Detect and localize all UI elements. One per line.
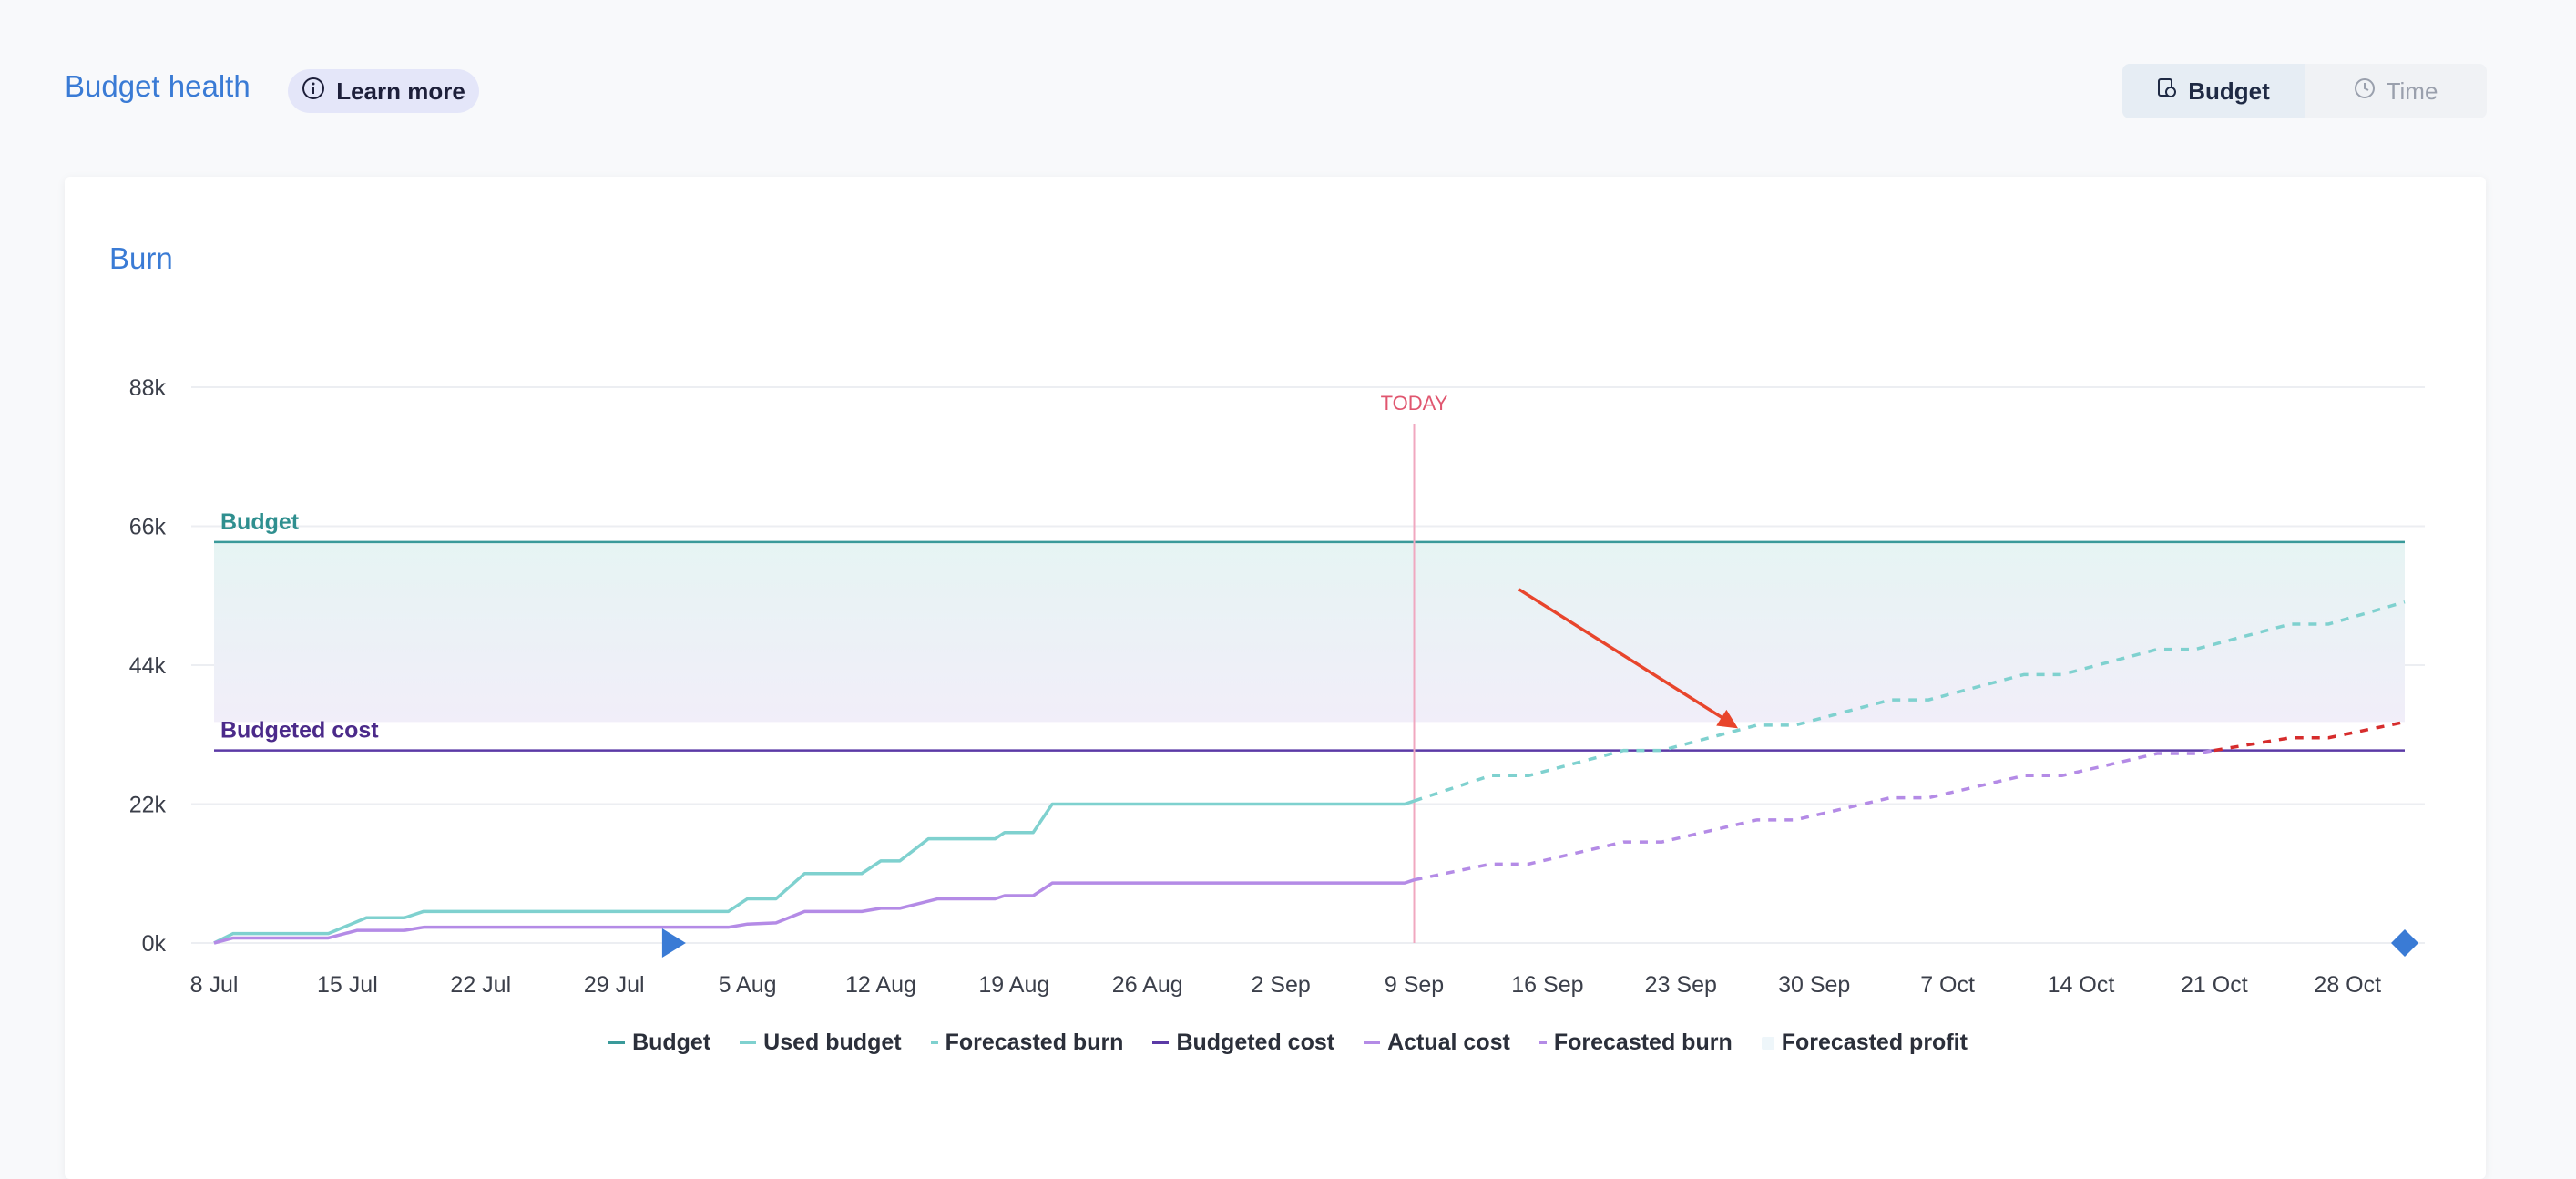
- x-tick-label: 19 Aug: [978, 972, 1049, 998]
- legend-swatch: [740, 1041, 757, 1044]
- x-tick-label: 7 Oct: [1920, 972, 1975, 998]
- clock-icon: [2354, 77, 2376, 106]
- x-tick-label: 9 Sep: [1385, 972, 1444, 998]
- x-tick-label: 5 Aug: [719, 972, 777, 998]
- legend-label: Forecasted burn: [945, 1030, 1124, 1055]
- budget-tab-label: Budget: [2188, 77, 2270, 105]
- page-title: Budget health: [65, 69, 250, 103]
- burn-title: Burn: [109, 241, 173, 275]
- end-marker: [2391, 929, 2418, 957]
- x-tick-label: 8 Jul: [190, 972, 239, 998]
- forecasted-burn-line: [1414, 748, 2215, 882]
- legend-item[interactable]: Budget: [608, 1030, 710, 1056]
- x-tick-label: 26 Aug: [1112, 972, 1183, 998]
- y-tick-label: 66k: [129, 515, 167, 540]
- learn-more-label: Learn more: [336, 77, 465, 105]
- legend-swatch: [930, 1041, 938, 1044]
- legend-item[interactable]: Forecasted burn: [930, 1030, 1124, 1056]
- y-tick-label: 88k: [129, 375, 167, 401]
- legend-item[interactable]: Forecasted profit: [1761, 1030, 1968, 1056]
- x-tick-label: 14 Oct: [2048, 972, 2115, 998]
- y-tick-label: 0k: [142, 931, 167, 957]
- legend-item[interactable]: Used budget: [740, 1030, 902, 1056]
- today-label: TODAY: [1381, 392, 1448, 415]
- y-tick-label: 44k: [129, 653, 167, 679]
- legend-item[interactable]: Forecasted burn: [1538, 1030, 1733, 1056]
- legend-swatch: [1152, 1041, 1170, 1044]
- budget-label: Budget: [220, 509, 300, 535]
- x-tick-label: 23 Sep: [1645, 972, 1717, 998]
- budget-time-toggle: Budget Time: [2122, 64, 2487, 118]
- x-tick-label: 29 Jul: [584, 972, 645, 998]
- legend-label: Forecasted profit: [1781, 1030, 1968, 1055]
- time-tab[interactable]: Time: [2305, 64, 2487, 118]
- x-tick-label: 30 Sep: [1778, 972, 1850, 998]
- legend-label: Used budget: [763, 1030, 902, 1055]
- x-tick-label: 16 Sep: [1511, 972, 1583, 998]
- legend-label: Forecasted burn: [1553, 1030, 1733, 1055]
- forecasted-profit-band: [214, 541, 2405, 723]
- forecasted-burn-line: [1413, 600, 2406, 803]
- legend-item[interactable]: Actual cost: [1364, 1030, 1510, 1056]
- x-tick-label: 2 Sep: [1251, 972, 1310, 998]
- actual-cost-line: [213, 878, 1416, 945]
- over-budget-forecast-line: [2213, 720, 2406, 753]
- x-tick-label: 22 Jul: [450, 972, 511, 998]
- legend-swatch: [1538, 1041, 1547, 1044]
- start-marker: [661, 928, 686, 958]
- budget-tab[interactable]: Budget: [2122, 64, 2305, 118]
- legend-item[interactable]: Budgeted cost: [1152, 1030, 1334, 1056]
- info-icon: [302, 77, 325, 107]
- x-tick-label: 21 Oct: [2181, 972, 2248, 998]
- y-tick-label: 22k: [129, 793, 167, 818]
- annotation-arrowhead: [1716, 709, 1739, 729]
- legend-label: Budget: [632, 1030, 711, 1055]
- chart-legend: Budget Used budget Forecasted burn Budgeted…: [0, 1030, 2576, 1056]
- burn-chart: 0k 22k 44k 66k 88k 8 Jul 15 Jul 22 Jul 29 Jul 5 A…: [129, 375, 2425, 998]
- x-tick-label: 12 Aug: [845, 972, 916, 998]
- time-tab-label: Time: [2386, 77, 2438, 105]
- legend-swatch: [1364, 1041, 1381, 1044]
- x-tick-label: 15 Jul: [317, 972, 378, 998]
- x-tick-label: 28 Oct: [2314, 972, 2381, 998]
- legend-label: Budgeted cost: [1176, 1030, 1335, 1055]
- legend-swatch: [608, 1041, 626, 1044]
- legend-label: Actual cost: [1387, 1030, 1510, 1055]
- budgeted-cost-label: Budgeted cost: [220, 718, 379, 743]
- budget-icon: [2157, 77, 2177, 106]
- used-budget-line: [213, 799, 1416, 945]
- learn-more-button[interactable]: Learn more: [288, 69, 479, 113]
- annotation-arrow: [1518, 588, 1730, 723]
- legend-swatch: [1761, 1036, 1774, 1050]
